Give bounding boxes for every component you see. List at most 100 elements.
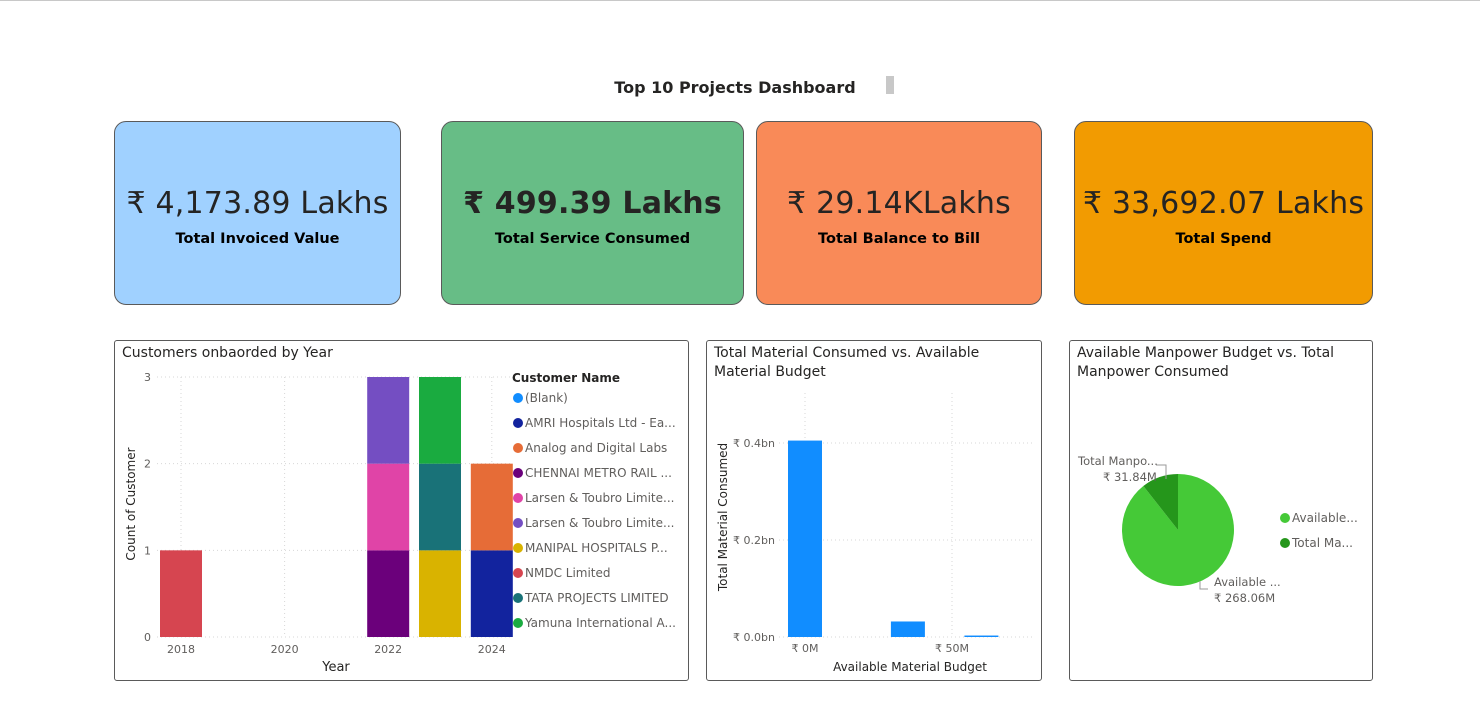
y-axis-title: Count of Customer: [124, 447, 138, 560]
kpi-card-total-spend[interactable]: ₹ 33,692.07 Lakhs Total Spend: [1074, 121, 1373, 305]
legend-label: MANIPAL HOSPITALS P...: [525, 541, 668, 555]
legend-dot: [513, 543, 523, 553]
bar[interactable]: [964, 635, 999, 637]
legend-item[interactable]: NMDC Limited: [513, 566, 611, 580]
bar-segment[interactable]: [367, 550, 410, 637]
y-tick-label: ₹ 0.0bn: [733, 631, 775, 644]
legend-item[interactable]: Analog and Digital Labs: [513, 441, 667, 455]
legend-dot: [1280, 513, 1290, 523]
pie-label-total-value: ₹ 31.84M: [1103, 470, 1157, 484]
legend-item-available[interactable]: Available...: [1280, 511, 1358, 525]
legend-dot: [513, 618, 523, 628]
legend-label: Available...: [1292, 511, 1358, 525]
x-tick-label: 2022: [374, 643, 402, 656]
kpi-card-total-balance-to-bill[interactable]: ₹ 29.14KLakhs Total Balance to Bill: [756, 121, 1042, 305]
material-consumed-chart[interactable]: ₹ 0.0bn ₹ 0.2bn ₹ 0.4bn ₹ 0M ₹ 50M Total Mat…: [707, 341, 1041, 680]
bar-segment[interactable]: [367, 463, 410, 551]
legend-label: (Blank): [525, 391, 568, 405]
legend-item[interactable]: TATA PROJECTS LIMITED: [513, 591, 669, 605]
bar[interactable]: [788, 440, 822, 637]
legend-dot: [513, 493, 523, 503]
dashboard-title: Top 10 Projects Dashboard: [614, 78, 856, 97]
x-tick-label: 2020: [271, 643, 299, 656]
bar-segment[interactable]: [367, 377, 410, 464]
y-tick-label: 3: [144, 371, 151, 384]
legend-label: Total Ma...: [1291, 536, 1353, 550]
kpi-card-total-service-consumed[interactable]: ₹ 499.39 Lakhs Total Service Consumed: [441, 121, 744, 305]
y-tick-label: 0: [144, 631, 151, 644]
legend-label: CHENNAI METRO RAIL ...: [525, 466, 672, 480]
y-tick-label: 1: [144, 544, 151, 557]
panel-title-line2: Material Budget: [714, 364, 826, 380]
pie-label-available-name: Available ...: [1214, 575, 1281, 589]
bar-segment[interactable]: [419, 463, 461, 551]
customers-by-year-chart[interactable]: 0 1 2 3 2018 2020 2022 2024 Count of Customer Y…: [115, 341, 688, 680]
legend-label: Yamuna International A...: [524, 616, 676, 630]
bar-segment[interactable]: [470, 550, 513, 637]
panel-title-line1: Total Material Consumed vs. Available: [714, 345, 980, 361]
pie-label-total-name: Total Manpo...: [1077, 454, 1158, 468]
leader-line-available: [1199, 581, 1208, 590]
legend-label: TATA PROJECTS LIMITED: [524, 591, 669, 605]
legend-dot: [513, 443, 523, 453]
legend-title: Customer Name: [512, 371, 620, 385]
bar[interactable]: [890, 621, 925, 637]
pie-slice[interactable]: [1143, 474, 1178, 530]
kpi-value: ₹ 33,692.07 Lakhs: [1082, 186, 1365, 221]
panel-title: Total Material Consumed vs. Available Ma…: [714, 344, 979, 382]
bar-segment[interactable]: [160, 550, 202, 637]
legend-dot: [1280, 538, 1290, 548]
legend-dot: [513, 518, 523, 528]
bar-segment[interactable]: [419, 377, 461, 464]
legend-label: NMDC Limited: [525, 566, 611, 580]
legend-item[interactable]: CHENNAI METRO RAIL ...: [513, 466, 672, 480]
legend-dot: [513, 418, 523, 428]
material-consumed-panel[interactable]: Total Material Consumed vs. Available Ma…: [706, 340, 1042, 681]
y-tick-label: ₹ 0.2bn: [733, 534, 775, 547]
legend-label: AMRI Hospitals Ltd - Ea...: [525, 416, 676, 430]
x-tick-label: 2024: [478, 643, 506, 656]
kpi-label: Total Balance to Bill: [818, 231, 980, 247]
kpi-label: Total Invoiced Value: [175, 231, 340, 247]
x-axis-title: Available Material Budget: [833, 660, 987, 674]
legend-dot: [513, 468, 523, 478]
kpi-value: ₹ 29.14KLakhs: [787, 186, 1011, 221]
kpi-label: Total Service Consumed: [494, 231, 691, 247]
legend-dot: [513, 393, 523, 403]
legend-dot: [513, 568, 523, 578]
x-tick-label: ₹ 0M: [792, 642, 819, 655]
legend-item[interactable]: Larsen & Toubro Limite...: [513, 516, 674, 530]
legend-item[interactable]: Yamuna International A...: [513, 616, 676, 630]
legend-item[interactable]: MANIPAL HOSPITALS P...: [513, 541, 668, 555]
panel-title-line1: Available Manpower Budget vs. Total: [1077, 345, 1335, 361]
legend-label: Larsen & Toubro Limite...: [525, 491, 674, 505]
kpi-card-total-invoiced[interactable]: ₹ 4,173.89 Lakhs Total Invoiced Value: [114, 121, 401, 305]
x-axis-title: Year: [321, 660, 350, 675]
legend-item[interactable]: AMRI Hospitals Ltd - Ea...: [513, 416, 676, 430]
panel-title-line2: Manpower Consumed: [1077, 364, 1229, 380]
bar-segment[interactable]: [419, 550, 461, 637]
legend-label: Larsen & Toubro Limite...: [525, 516, 674, 530]
bar-segment[interactable]: [470, 463, 513, 551]
manpower-pie-chart[interactable]: Total Manpo... ₹ 31.84M Available ... ₹ …: [1070, 341, 1372, 680]
kpi-value: ₹ 4,173.89 Lakhs: [126, 186, 389, 221]
y-tick-label: ₹ 0.4bn: [733, 437, 775, 450]
customers-by-year-panel[interactable]: Customers onbaorded by Year 0 1 2 3 2018 2020…: [114, 340, 689, 681]
y-axis-title: Total Material Consumed: [716, 443, 730, 592]
y-tick-label: 2: [144, 458, 151, 471]
legend-item[interactable]: (Blank): [513, 391, 568, 405]
legend-item[interactable]: Larsen & Toubro Limite...: [513, 491, 674, 505]
top-border: [0, 0, 1480, 1]
scroll-marker: [886, 76, 894, 94]
x-tick-label: 2018: [167, 643, 195, 656]
legend-dot: [513, 593, 523, 603]
pie-label-available-value: ₹ 268.06M: [1214, 591, 1275, 605]
panel-title: Customers onbaorded by Year: [122, 345, 333, 361]
manpower-panel[interactable]: Available Manpower Budget vs. Total Manp…: [1069, 340, 1373, 681]
legend-item-total[interactable]: Total Ma...: [1280, 536, 1353, 550]
legend-label: Analog and Digital Labs: [525, 441, 667, 455]
panel-title: Available Manpower Budget vs. Total Manp…: [1077, 344, 1334, 382]
kpi-label: Total Spend: [1175, 231, 1272, 247]
kpi-value: ₹ 499.39 Lakhs: [463, 186, 722, 221]
x-tick-label: ₹ 50M: [935, 642, 969, 655]
